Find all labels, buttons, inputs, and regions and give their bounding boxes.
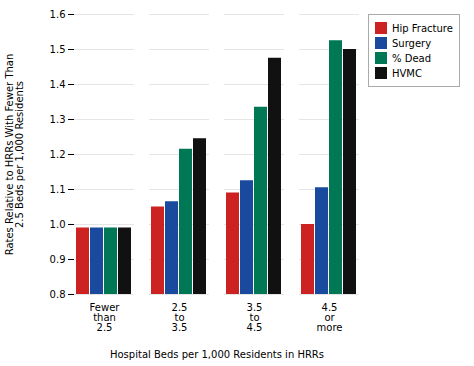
svg-text:Hospital Beds per 1,000 Reside: Hospital Beds per 1,000 Residents in HRR… bbox=[110, 349, 324, 360]
svg-text:4.5ormore: 4.5ormore bbox=[317, 302, 343, 333]
html-text:Hip Fracture: Hip Fracture bbox=[392, 22, 453, 34]
svg-text:Rates Relative to HRRs With Fe: Rates Relative to HRRs With Fewer Than2.… bbox=[4, 54, 25, 256]
svg-text:1.6: 1.6 bbox=[50, 9, 66, 20]
html-text:% Dead: % Dead bbox=[392, 52, 431, 64]
html-text:Surgery: Surgery bbox=[392, 37, 432, 49]
svg-text:0.8: 0.8 bbox=[50, 289, 66, 300]
svg-text:1.1: 1.1 bbox=[50, 184, 66, 195]
svg-text:1.3: 1.3 bbox=[50, 114, 66, 125]
svg-text:2.5to3.5: 2.5to3.5 bbox=[172, 302, 188, 333]
svg-text:1.4: 1.4 bbox=[50, 79, 66, 90]
svg-text:1.0: 1.0 bbox=[50, 219, 66, 230]
svg-text:0.9: 0.9 bbox=[50, 254, 66, 265]
svg-text:1.2: 1.2 bbox=[50, 149, 66, 160]
svg-text:Fewerthan2.5: Fewerthan2.5 bbox=[90, 302, 121, 333]
svg-text:3.5to4.5: 3.5to4.5 bbox=[247, 302, 263, 333]
svg-text:1.5: 1.5 bbox=[50, 44, 66, 55]
html-text:HVMC: HVMC bbox=[392, 67, 422, 79]
